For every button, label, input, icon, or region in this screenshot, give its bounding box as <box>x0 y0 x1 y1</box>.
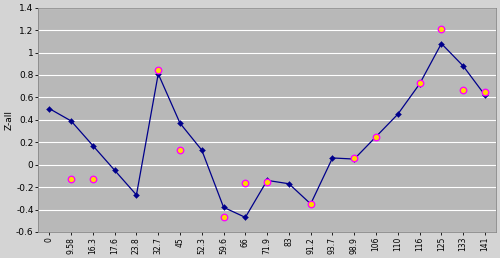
Point <box>89 177 97 181</box>
Point <box>263 180 271 184</box>
Point <box>263 180 271 184</box>
Point <box>306 202 314 206</box>
Point <box>176 148 184 152</box>
Point <box>416 81 424 85</box>
Point <box>154 68 162 72</box>
Point <box>89 177 97 181</box>
Point <box>481 90 489 94</box>
Point <box>350 156 358 160</box>
Point <box>438 27 446 31</box>
Point <box>220 215 228 220</box>
Point <box>220 215 228 220</box>
Point <box>481 90 489 94</box>
Point <box>416 81 424 85</box>
Point <box>306 202 314 206</box>
Point <box>459 87 467 92</box>
Y-axis label: Z-all: Z-all <box>4 110 13 130</box>
Point <box>438 27 446 31</box>
Point <box>154 68 162 72</box>
Point <box>242 181 250 185</box>
Point <box>67 177 75 181</box>
Point <box>459 87 467 92</box>
Point <box>372 135 380 139</box>
Point <box>372 135 380 139</box>
Point <box>176 148 184 152</box>
Point <box>242 181 250 185</box>
Point <box>350 156 358 160</box>
Point <box>67 177 75 181</box>
